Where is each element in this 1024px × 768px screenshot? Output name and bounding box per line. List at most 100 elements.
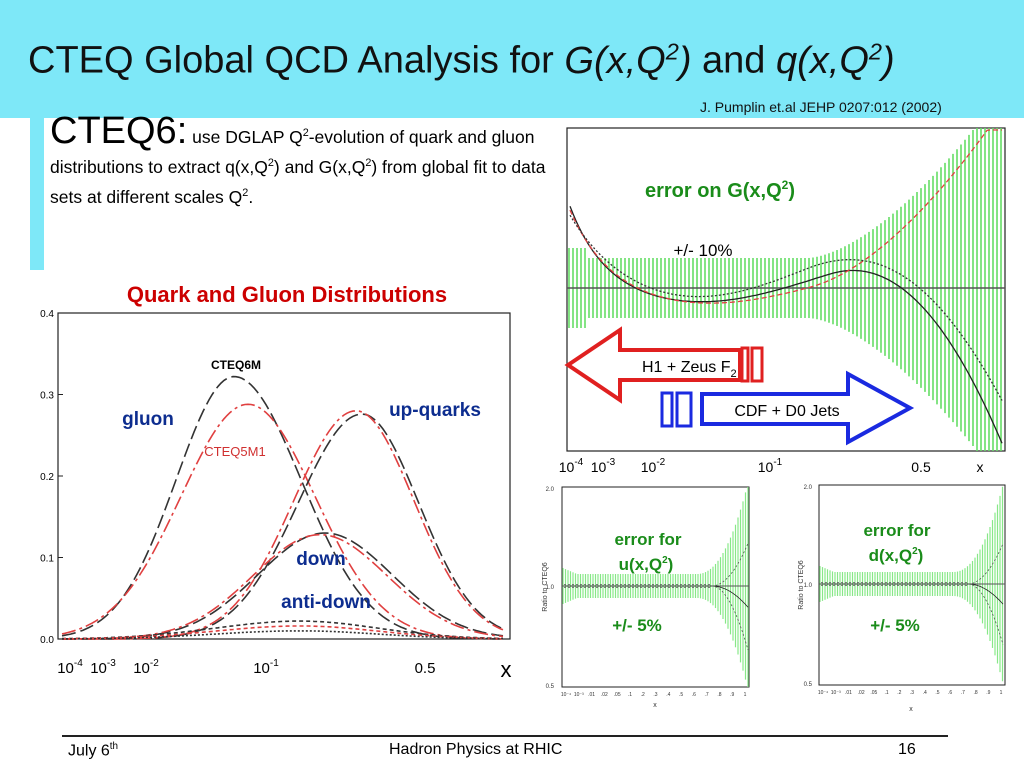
d-xtick-label: .7 <box>961 690 965 696</box>
d-band-label: +/- 5% <box>870 616 920 635</box>
d-xtick-label: .1 <box>884 690 888 696</box>
left-ytick-label: 0.3 <box>40 391 54 402</box>
cdf-d0-label: CDF + D0 Jets <box>734 403 839 420</box>
u-ylabel: Ratio to CTEQ6 <box>542 562 549 612</box>
left-xtick-label: 10-1 <box>253 658 279 677</box>
left-xtick-label: 0.5 <box>415 660 436 677</box>
slide-title: CTEQ Global QCD Analysis for G(x,Q2) and… <box>28 38 895 82</box>
u-xtick-label: .3 <box>653 692 657 698</box>
u-xtick-label: .5 <box>679 692 683 698</box>
gluon-central-curve <box>569 206 1003 444</box>
u-xtick-label: .05 <box>614 692 621 698</box>
svg-text:x: x <box>653 702 657 709</box>
d-xtick-label: .01 <box>845 690 852 696</box>
accent-strip <box>30 118 44 270</box>
h1-zeus-arrow <box>564 326 742 404</box>
u-xtick-label: .8 <box>717 692 721 698</box>
down-cteq6m-curve <box>61 532 504 640</box>
u-xtick-label: 1 <box>744 692 747 698</box>
d-xtick-label: .2 <box>897 690 901 696</box>
u-xtick-label: .1 <box>628 692 632 698</box>
footer-rule <box>62 735 948 737</box>
intro-heading: CTEQ6: <box>50 110 188 152</box>
label-anti-down: anti-down <box>281 592 371 613</box>
label-cteq6m: CTEQ6M <box>211 358 261 372</box>
d-xtick-label: .6 <box>948 690 952 696</box>
svg-text:2.0: 2.0 <box>804 485 813 491</box>
u-xtick-label: 10⁻⁴ <box>561 692 571 698</box>
gluon-lower-curve <box>569 214 1003 401</box>
left-xtick-label: 10-2 <box>133 658 159 677</box>
d-xtick-label: .05 <box>870 690 877 696</box>
u-ratio-curve <box>564 584 749 651</box>
cdf-d0-arrow <box>700 370 915 446</box>
label-cteq5m1: CTEQ5M1 <box>204 444 265 459</box>
u-label-2: u(x,Q2) <box>619 555 674 574</box>
u-xtick-label: .7 <box>705 692 709 698</box>
left-xtick-label: 10-4 <box>57 658 83 677</box>
left-x-axis-label: x <box>501 657 512 682</box>
footer-page: 16 <box>898 741 916 758</box>
left-chart-frame <box>57 312 511 640</box>
svg-text:x: x <box>909 706 913 713</box>
d-xtick-label: 10⁻³ <box>831 690 841 696</box>
u-band-label: +/- 5% <box>612 616 662 635</box>
gluon-xtick-label: 10-3 <box>591 457 616 475</box>
d-label-1: error for <box>863 521 930 540</box>
u-xtick-label: 10⁻³ <box>574 692 584 698</box>
left-chart-title: Quark and Gluon Distributions <box>127 282 447 307</box>
u-xtick-label: .02 <box>601 692 608 698</box>
d-xtick-label: .02 <box>858 690 865 696</box>
gluon-xtick-label: x <box>977 459 984 475</box>
d-error-chart: Ratio to CTEQ6 2.0 1.0 0.5 10⁻⁴ 10⁻³ .01 .0… <box>798 484 1006 713</box>
d-xtick-label: .4 <box>923 690 927 696</box>
citation: J. Pumplin et.al JEHP 0207:012 (2002) <box>700 99 942 115</box>
left-ytick-label: 0.4 <box>40 309 54 320</box>
u-label-1: error for <box>614 530 681 549</box>
svg-text:1.0: 1.0 <box>804 583 813 589</box>
d-ylabel: Ratio to CTEQ6 <box>798 560 805 610</box>
d-xtick-label: 10⁻⁴ <box>818 690 828 696</box>
left-chart: 0.4 0.3 0.2 0.1 0.0 CTEQ6M CTEQ5M1 gluon up-… <box>40 309 511 682</box>
u-error-chart: Ratio to CTEQ6 2.0 1.0 0.5 10⁻⁴ 10⁻³ .01 .0… <box>542 486 750 709</box>
intro-text: CTEQ6: use DGLAP Q2-evolution of quark a… <box>50 110 546 207</box>
anti-down-extra-curve <box>62 630 503 640</box>
d-ratio-curve <box>821 583 1004 605</box>
left-ytick-label: 0.2 <box>40 472 54 483</box>
left-xtick-label: 10-3 <box>90 658 116 677</box>
gluon-error-label: error on G(x,Q2) <box>645 178 795 202</box>
d-xtick-label: .3 <box>910 690 914 696</box>
left-ytick-label: 0.1 <box>40 554 54 565</box>
gluon-error-chart: error on G(x,Q2) +/- 10% H1 + Zeus F2 CD… <box>559 127 1006 475</box>
svg-text:0.5: 0.5 <box>546 684 555 690</box>
u-xtick-label: .6 <box>692 692 696 698</box>
d-xtick-label: 1 <box>1000 690 1003 696</box>
down-cteq5m1-curve <box>62 533 504 640</box>
u-xtick-label: .9 <box>730 692 734 698</box>
d-xtick-label: .8 <box>973 690 977 696</box>
label-down: down <box>296 549 346 570</box>
title-bar <box>0 0 1024 118</box>
label-up-quarks: up-quarks <box>389 400 481 421</box>
svg-text:1.0: 1.0 <box>546 585 555 591</box>
d-ratio-curve <box>821 543 1004 586</box>
d-label-2: d(x,Q2) <box>869 546 924 565</box>
up-quark-cteq6m-curve <box>62 413 504 640</box>
gluon-cteq5m1-curve <box>61 403 503 640</box>
gluon-xtick-label: 0.5 <box>911 459 931 475</box>
left-ytick-label: 0.0 <box>40 635 54 646</box>
gluon-xtick-label: 10-1 <box>758 457 783 475</box>
u-ratio-curve <box>564 543 749 588</box>
label-gluon: gluon <box>122 409 174 430</box>
u-ratio-curve <box>564 585 749 608</box>
gluon-cteq6m-curve <box>61 375 503 640</box>
d-xtick-label: .5 <box>935 690 939 696</box>
footer-date: July 6th <box>68 741 119 760</box>
gluon-band-label: +/- 10% <box>673 241 732 260</box>
d-ratio-curve <box>821 582 1004 645</box>
footer-center: Hadron Physics at RHIC <box>389 741 563 758</box>
gluon-xtick-label: 10-2 <box>641 457 666 475</box>
u-xtick-label: .2 <box>641 692 645 698</box>
u-xtick-label: .4 <box>666 692 670 698</box>
